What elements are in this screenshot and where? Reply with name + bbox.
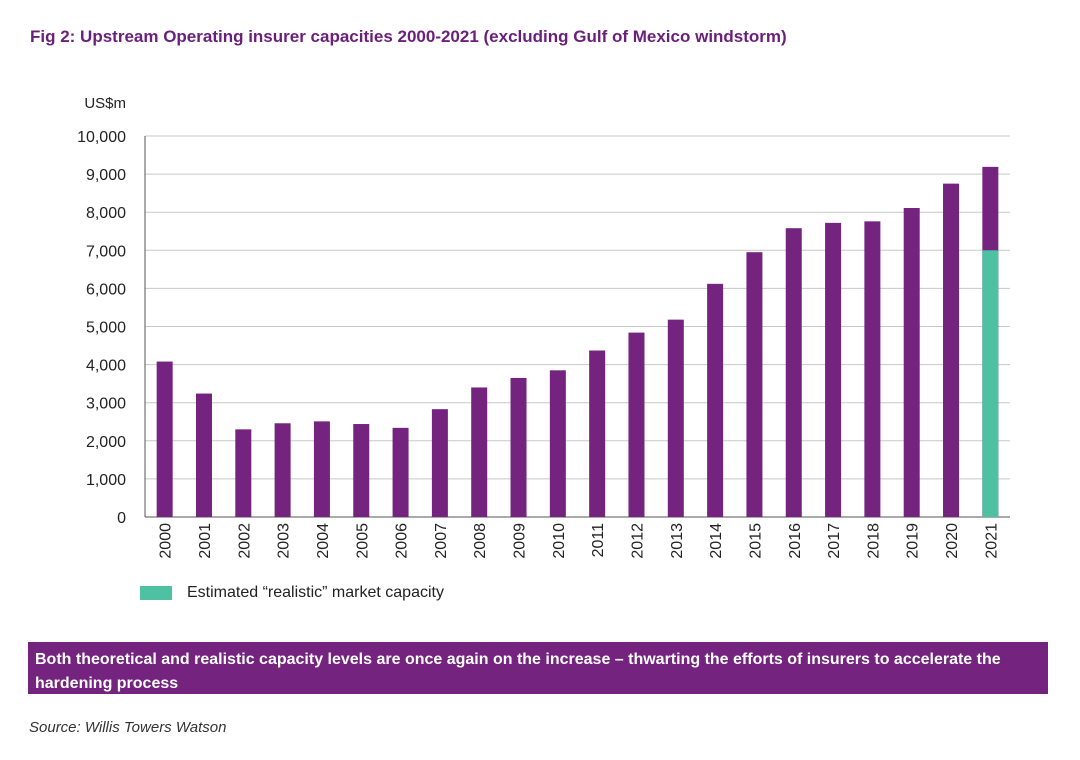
y-tick-label: 8,000 — [86, 205, 126, 222]
legend: Estimated “realistic” market capacity — [140, 584, 444, 602]
bar-2014 — [707, 283, 724, 517]
x-tick-label: 2021 — [983, 523, 1000, 559]
x-tick-label: 2013 — [669, 523, 686, 559]
x-tick-label: 2007 — [433, 523, 450, 559]
y-tick-label: 4,000 — [86, 358, 126, 375]
bar-2011 — [589, 350, 606, 517]
bar-2002 — [235, 429, 252, 517]
y-tick-label: 9,000 — [86, 167, 126, 184]
x-tick-label: 2018 — [865, 523, 882, 559]
x-tick-label: 2016 — [787, 523, 804, 559]
legend-label-realistic: Estimated “realistic” market capacity — [187, 584, 444, 601]
x-tick-label: 2017 — [826, 523, 843, 559]
legend-swatch-realistic — [140, 586, 172, 600]
bar-2020 — [943, 183, 960, 517]
chart-title: Fig 2: Upstream Operating insurer capaci… — [30, 27, 787, 46]
y-tick-label: 2,000 — [86, 434, 126, 451]
y-axis-unit-label: US$m — [84, 95, 126, 112]
x-tick-label: 2015 — [747, 523, 764, 559]
bar-2009 — [510, 377, 527, 517]
bar-2004 — [313, 421, 330, 517]
callout-box: Both theoretical and realistic capacity … — [28, 642, 1048, 694]
y-tick-label: 7,000 — [86, 243, 126, 260]
x-tick-label: 2014 — [708, 523, 725, 559]
bar-2019 — [903, 208, 920, 517]
x-tick-label: 2012 — [629, 523, 646, 559]
bar-2015 — [746, 252, 763, 517]
y-tick-label: 6,000 — [86, 281, 126, 298]
y-tick-label: 5,000 — [86, 320, 126, 337]
bar-2008 — [471, 387, 488, 517]
bar-2007 — [431, 409, 448, 517]
x-tick-label: 2001 — [197, 523, 214, 559]
x-tick-label: 2019 — [905, 523, 922, 559]
x-tick-label: 2010 — [551, 523, 568, 559]
bar-realistic-2021 — [982, 250, 999, 518]
bar-2001 — [195, 393, 212, 517]
bar-2012 — [628, 332, 645, 517]
x-tick-label: 2020 — [944, 523, 961, 559]
bar-2000 — [156, 361, 173, 517]
bar-2010 — [549, 370, 566, 517]
x-tick-label: 2009 — [512, 523, 529, 559]
y-tick-label: 0 — [117, 510, 126, 527]
x-tick-label: 2003 — [276, 523, 293, 559]
y-tick-label: 10,000 — [77, 129, 126, 146]
x-tick-label: 2002 — [236, 523, 253, 559]
source-note: Source: Willis Towers Watson — [29, 719, 227, 736]
bar-2016 — [785, 228, 802, 517]
x-tick-label: 2011 — [590, 523, 607, 558]
bar-2003 — [274, 423, 291, 517]
x-tick-label: 2005 — [354, 523, 371, 559]
x-tick-label: 2000 — [158, 523, 175, 559]
callout-text: Both theoretical and realistic capacity … — [35, 651, 1001, 692]
bar-chart: 0 1,000 2,000 3,000 4,000 5,000 6,000 7,000 8,00… — [77, 95, 1010, 559]
x-tick-label: 2006 — [394, 523, 411, 559]
bar-2013 — [667, 319, 684, 517]
y-tick-label: 1,000 — [86, 472, 126, 489]
x-tick-label: 2008 — [472, 523, 489, 559]
bar-2006 — [392, 427, 409, 517]
bar-2018 — [864, 221, 881, 517]
bar-2005 — [353, 424, 370, 517]
bar-2017 — [825, 222, 842, 518]
y-tick-label: 3,000 — [86, 396, 126, 413]
x-tick-label: 2004 — [315, 523, 332, 559]
